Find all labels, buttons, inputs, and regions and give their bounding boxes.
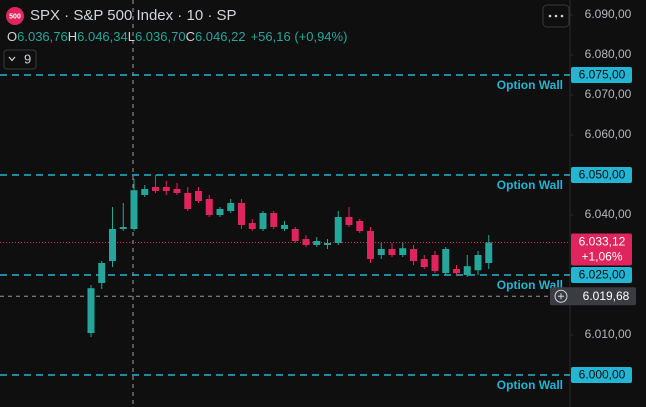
y-tick-label: 6.060,00 [585,127,632,141]
header: 500 SPX · S&P 500 Index · 10 · SP O6.036… [3,4,570,70]
level-name: Option Wall [497,178,563,192]
candle-body [399,248,407,255]
dot [560,14,564,18]
ohlc-legend: O6.036,76H6.046,34L6.036,70C6.046,22 +56,… [7,29,347,44]
candle-body [152,187,159,191]
plot: Option Wall Option Wall Option Wall Option … [0,74,570,392]
legend-value: 6.036,76 [17,29,68,44]
legend-value: 6.046,22 [195,29,246,44]
candle-body [291,229,299,241]
logo-text: 500 [9,13,21,20]
y-tick-label: 6.090,00 [585,7,632,21]
level-badge [571,267,632,283]
price-axis: 6.000,006.010,006.020,006.030,006.040,00… [550,7,636,383]
add-button[interactable] [554,289,568,303]
candle-body [367,231,374,259]
indicator-count: 9 [24,51,31,66]
legend-value: 6.046,34 [77,29,128,44]
candle-body [259,213,267,229]
legend-value: 6.036,70 [135,29,186,44]
candle-body [410,249,417,261]
candle-body [377,249,385,255]
candle-body [313,241,321,245]
candle-body [130,190,138,229]
candle-body [388,249,396,255]
level-badge-label: 6.000,00 [579,368,626,382]
candle-body [227,203,235,211]
candle-body [195,191,202,201]
level-name: Option Wall [497,278,563,292]
candle-body [248,223,256,229]
legend-key: O [7,29,17,44]
level-badge-label: 6.050,00 [579,168,626,182]
candle-body [173,189,181,193]
candle-body [119,227,127,229]
logo [6,7,24,25]
candle-body [324,243,331,245]
y-tick-label: 6.080,00 [585,47,632,61]
candle-body [442,249,450,273]
dot [554,14,558,18]
candle-body [420,259,428,267]
last-price-label: 6.033,12 [579,235,626,249]
candle-body [162,187,170,191]
candle-body [345,217,353,225]
candle-body [109,229,116,261]
level-name: Option Wall [497,378,563,392]
candle-body [334,217,342,243]
level-name: Option Wall [497,78,563,92]
candle-body [205,199,213,215]
indicators-button[interactable] [3,49,37,70]
chart-title: SPX · S&P 500 Index · 10 · SP [30,7,237,24]
legend-change: +56,16 (+0,94%) [251,29,348,44]
candle-body [270,213,278,227]
y-tick-label: 6.040,00 [585,207,632,221]
legend-key: C [186,29,195,44]
plus-icon [558,293,564,300]
level-badge-label: 6.075,00 [579,68,626,82]
candle-body [453,269,460,273]
candle-body [184,193,192,209]
legend-key: H [68,29,77,44]
y-tick-label: 6.010,00 [585,327,632,341]
candle-body [474,255,482,271]
last-price-change: +1,06% [581,250,622,264]
crosshair-label: 6.019,68 [583,289,630,303]
candle-body [302,239,310,245]
y-tick-label: 6.070,00 [585,87,632,101]
candle-body [431,255,439,271]
chevron [8,56,16,62]
level-badge-label: 6.025,00 [579,268,626,282]
legend-key: L [128,29,135,44]
crosshair-badge [550,287,636,306]
candle-body [98,263,106,283]
last-price-badge [571,233,632,266]
candle-body [87,288,95,333]
candle-body [281,225,288,229]
level-badge [571,67,632,83]
candle-body [238,203,245,225]
candle-body [485,242,493,263]
candle-body [216,209,224,215]
candle-body [463,266,471,275]
candle-body [141,189,149,195]
level-badge [571,167,632,183]
candle-body [356,221,364,231]
dot [548,14,552,18]
level-badge [571,367,632,383]
